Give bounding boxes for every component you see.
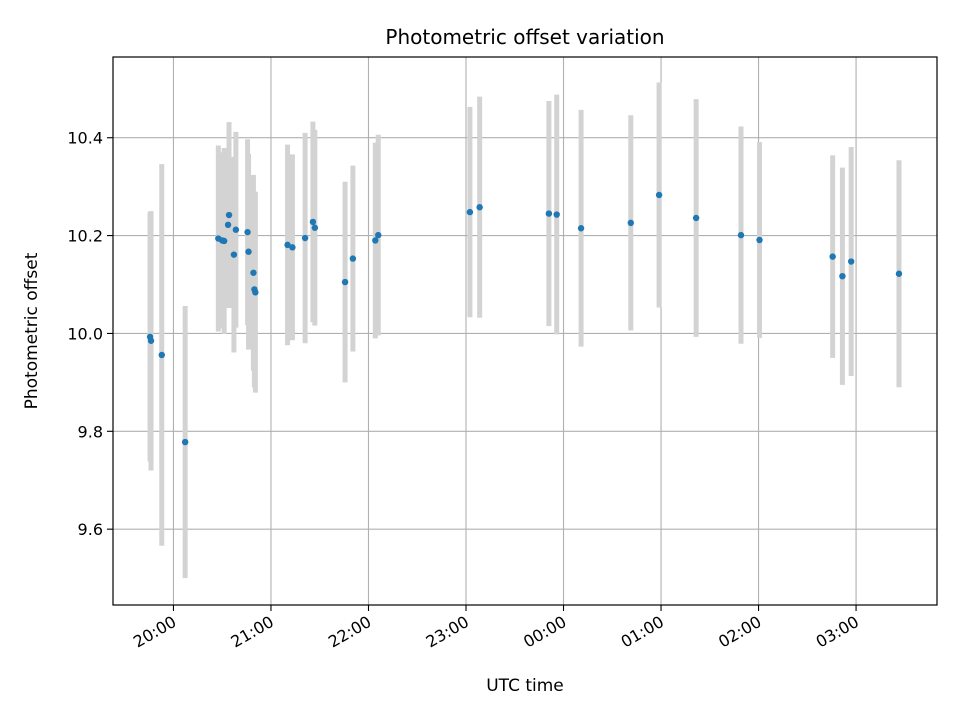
- data-point: [545, 210, 553, 217]
- y-axis-title: Photometric offset: [22, 252, 42, 409]
- data-point: [181, 438, 189, 446]
- data-point: [220, 237, 228, 245]
- data-point: [309, 218, 317, 226]
- data-point: [375, 231, 382, 239]
- grid: [113, 57, 937, 605]
- data-point: [692, 214, 700, 222]
- chart-title: Photometric offset variation: [385, 25, 664, 49]
- y-tick-label: 9.8: [78, 422, 103, 441]
- data-point: [311, 224, 319, 231]
- data-point: [895, 270, 903, 277]
- data-point: [301, 234, 309, 242]
- data-point: [577, 225, 585, 232]
- data-point: [232, 226, 240, 233]
- y-tick-label: 10.2: [67, 227, 103, 246]
- data-point: [225, 211, 233, 219]
- data-point: [627, 219, 635, 227]
- data-point: [847, 258, 855, 265]
- x-axis-title: UTC time: [486, 676, 564, 696]
- data-point: [289, 244, 296, 251]
- data-point: [252, 289, 259, 296]
- data-point: [737, 231, 745, 239]
- data-point: [250, 269, 257, 276]
- data-point: [756, 236, 763, 244]
- data-point: [244, 228, 251, 236]
- data-point: [553, 211, 560, 218]
- data-points: [146, 191, 903, 446]
- y-tick-label: 9.6: [78, 520, 103, 539]
- plot-frame: [112, 56, 938, 606]
- data-point: [349, 255, 357, 262]
- data-point: [284, 241, 291, 249]
- data-point: [341, 278, 349, 286]
- y-tick-label: 10.4: [67, 129, 103, 148]
- data-point: [655, 191, 663, 199]
- data-point: [158, 351, 165, 359]
- data-point: [476, 204, 483, 211]
- data-point: [829, 253, 836, 260]
- data-point: [372, 237, 379, 244]
- y-tick-label: 10.0: [67, 324, 103, 343]
- data-point: [230, 251, 238, 258]
- data-point: [224, 221, 232, 229]
- data-point: [245, 248, 252, 255]
- data-point: [147, 337, 155, 344]
- y-axis: 9.6 9.8 10.0 10.2 10.4: [67, 129, 113, 539]
- data-point: [839, 273, 846, 280]
- data-point: [466, 208, 474, 216]
